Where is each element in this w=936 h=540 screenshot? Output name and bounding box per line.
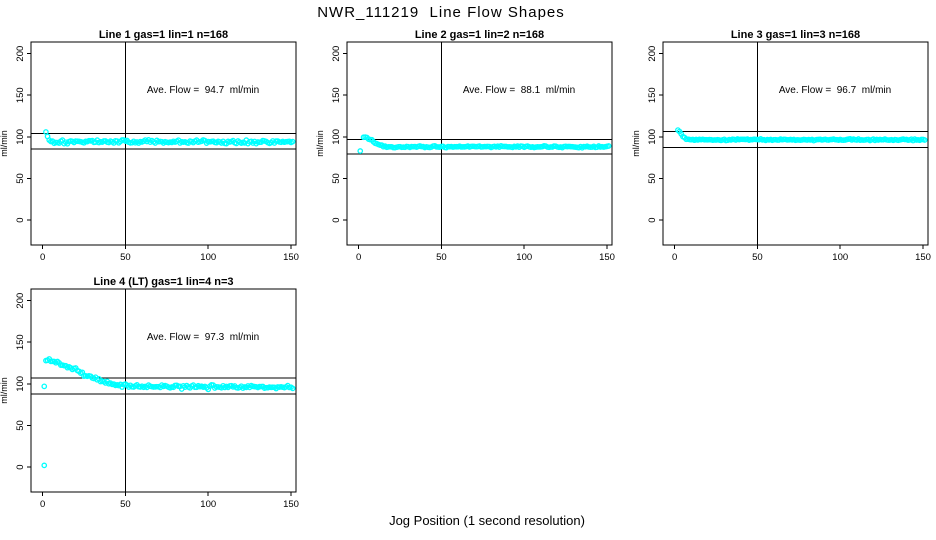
y-axis: 0 50 100 150 200 (15, 293, 31, 470)
y-tick-label: 200 (647, 46, 658, 62)
x-tick-label: 150 (283, 499, 299, 510)
panel-line-2: 0 50 100 150 0 50 100 150 200 ml/min Line 2 gas=1… (316, 25, 628, 265)
ave-flow-annotation-line-4: Ave. Flow = 97.3 ml/min (146, 332, 260, 343)
x-axis: 0 50 100 150 (672, 245, 931, 263)
panel-line-1: 0 50 100 150 0 50 100 150 200 ml/min Line 1 gas=1… (0, 25, 312, 265)
y-tick-label: 50 (15, 173, 26, 184)
y-axis: 0 50 100 150 200 (15, 46, 31, 223)
plot-area-line-4: 0 50 100 150 0 50 100 150 200 ml/min (0, 288, 299, 510)
y-axis: 0 50 100 150 200 (647, 46, 663, 223)
figure-title: NWR_111219 Line Flow Shapes (317, 4, 565, 21)
y-tick-label: 150 (15, 334, 26, 350)
y-tick-label: 0 (15, 217, 26, 222)
data-points (675, 127, 928, 144)
outlier-point (41, 462, 48, 469)
y-tick-label: 0 (331, 217, 342, 222)
y-tick-label: 200 (15, 293, 26, 309)
x-tick-label: 0 (356, 252, 361, 263)
x-tick-label: 150 (599, 252, 615, 263)
x-tick-label: 150 (283, 252, 299, 263)
ave-flow-annotation-line-1: Ave. Flow = 94.7 ml/min (146, 85, 260, 96)
x-tick-label: 50 (120, 252, 131, 263)
y-tick-label: 100 (647, 129, 658, 145)
plot-box (30, 41, 297, 246)
plot-area-line-1: 0 50 100 150 0 50 100 150 200 ml/min (0, 41, 299, 263)
x-tick-label: 100 (200, 252, 216, 263)
outlier-point (357, 148, 364, 154)
y-tick-label: 100 (331, 129, 342, 145)
x-tick-label: 0 (40, 499, 45, 510)
x-axis: 0 50 100 150 (40, 245, 299, 263)
y-tick-label: 0 (15, 464, 26, 469)
data-points (41, 356, 296, 469)
x-tick-label: 100 (200, 499, 216, 510)
y-axis-label: ml/min (632, 130, 641, 157)
y-tick-label: 200 (331, 46, 342, 62)
ave-flow-annotation-line-2: Ave. Flow = 88.1 ml/min (462, 85, 576, 96)
plot-area-line-2: 0 50 100 150 0 50 100 150 200 ml/min (316, 41, 615, 263)
x-tick-label: 0 (672, 252, 677, 263)
panel-title-line-1: Line 1 gas=1 lin=1 n=168 (98, 29, 229, 41)
y-tick-label: 150 (331, 87, 342, 103)
x-tick-label: 0 (40, 252, 45, 263)
y-tick-label: 100 (15, 129, 26, 145)
panel-title-line-2: Line 2 gas=1 lin=2 n=168 (414, 29, 545, 41)
y-tick-label: 100 (15, 376, 26, 392)
outlier-point (41, 383, 48, 390)
plot-area-line-3: 0 50 100 150 0 50 100 150 200 ml/min (632, 41, 931, 263)
panel-title-line-4: Line 4 (LT) gas=1 lin=4 n=3 (93, 276, 234, 288)
data-points (43, 129, 296, 147)
x-tick-label: 50 (436, 252, 447, 263)
y-axis: 0 50 100 150 200 (331, 46, 347, 223)
y-tick-label: 50 (647, 173, 658, 184)
plot-box (30, 288, 297, 493)
y-tick-label: 150 (647, 87, 658, 103)
y-axis-label: ml/min (316, 130, 325, 157)
y-tick-label: 150 (15, 87, 26, 103)
panel-title-line-3: Line 3 gas=1 lin=3 n=168 (730, 29, 861, 41)
y-tick-label: 200 (15, 46, 26, 62)
x-tick-label: 100 (516, 252, 532, 263)
x-axis-outer-label: Jog Position (1 second resolution) (389, 513, 585, 528)
y-tick-label: 0 (647, 217, 658, 222)
x-axis: 0 50 100 150 (356, 245, 615, 263)
ave-flow-annotation-line-3: Ave. Flow = 96.7 ml/min (778, 85, 892, 96)
panel-line-4: 0 50 100 150 0 50 100 150 200 ml/min Line 4 (LT) … (0, 272, 312, 512)
data-points (357, 134, 612, 154)
x-tick-label: 50 (752, 252, 763, 263)
x-tick-label: 50 (120, 499, 131, 510)
y-axis-label: ml/min (0, 130, 9, 157)
plot-box (346, 41, 613, 246)
plot-box (662, 41, 929, 246)
y-axis-label: ml/min (0, 377, 9, 404)
x-tick-label: 100 (832, 252, 848, 263)
y-tick-label: 50 (331, 173, 342, 184)
y-tick-label: 50 (15, 420, 26, 431)
x-axis: 0 50 100 150 (40, 492, 299, 510)
panel-line-3: 0 50 100 150 0 50 100 150 200 ml/min Line 3 gas=1… (632, 25, 936, 265)
x-tick-label: 150 (915, 252, 931, 263)
